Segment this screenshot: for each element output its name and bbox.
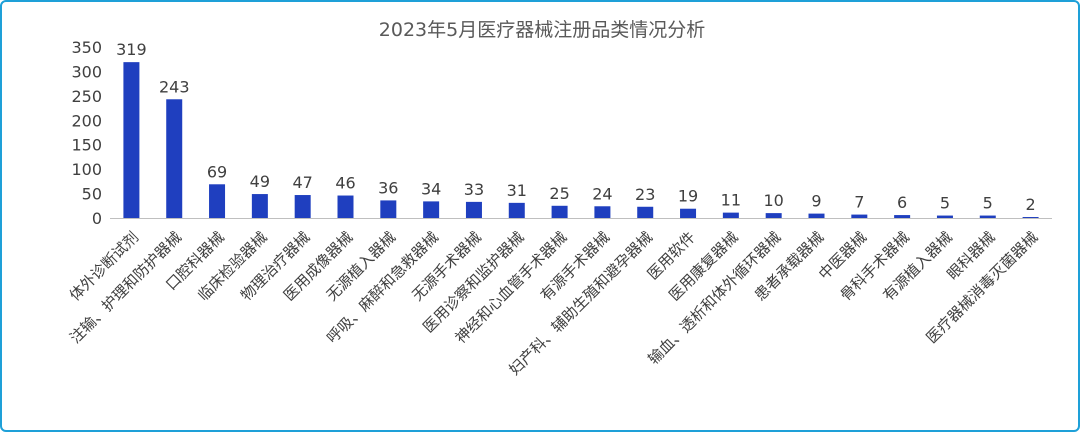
data-label: 31 (507, 181, 527, 200)
bar (979, 215, 996, 218)
data-label: 319 (116, 40, 147, 59)
bar (594, 206, 611, 218)
bar (936, 215, 953, 218)
bar (123, 62, 140, 218)
bar (465, 201, 482, 218)
data-label: 46 (335, 174, 355, 193)
data-label: 36 (378, 178, 398, 197)
bar (380, 200, 397, 218)
bar (722, 212, 739, 218)
data-label: 11 (721, 191, 741, 210)
data-label: 34 (421, 179, 441, 198)
y-tick-label: 200 (71, 111, 102, 130)
y-tick-label: 150 (71, 136, 102, 155)
data-labels: 319 243 69 49 47 46 36 34 33 31 25 24 23 19 11 10 9 7 6 5 5 2 (116, 40, 1036, 214)
bar (209, 184, 226, 218)
data-label: 49 (250, 172, 270, 191)
bar (166, 99, 183, 218)
data-label: 2 (1025, 195, 1035, 214)
data-label: 10 (764, 191, 784, 210)
bar (637, 206, 654, 218)
bar (508, 202, 525, 218)
data-label: 24 (592, 184, 612, 203)
y-tick-label: 250 (71, 87, 102, 106)
y-tick-label: 350 (71, 38, 102, 57)
bar (765, 213, 782, 218)
data-label: 47 (293, 173, 313, 192)
bar (1022, 217, 1039, 218)
data-label: 7 (854, 193, 864, 212)
bar (851, 214, 868, 218)
bar (808, 213, 825, 218)
bar (894, 215, 911, 218)
bar (680, 208, 697, 218)
chart-title: 2023年5月医疗器械注册品类情况分析 (379, 19, 705, 41)
bar (551, 205, 568, 218)
data-label: 69 (207, 162, 227, 181)
data-label: 19 (678, 187, 698, 206)
data-label: 243 (159, 77, 190, 96)
bar (337, 195, 354, 218)
y-tick-label: 100 (71, 160, 102, 179)
bars (123, 62, 1039, 218)
bar (423, 201, 440, 218)
data-label: 6 (897, 193, 907, 212)
y-tick-label: 50 (82, 185, 102, 204)
data-label: 5 (983, 194, 993, 213)
bar (251, 194, 268, 218)
data-label: 33 (464, 180, 484, 199)
category-labels: 体外诊断试剂注输、护理和防护器械口腔科器械临床检验器械物理治疗器械医用成像器械无… (66, 228, 1042, 379)
y-tick-label: 300 (71, 62, 102, 81)
data-label: 25 (549, 184, 569, 203)
bar (294, 195, 311, 218)
data-label: 5 (940, 194, 950, 213)
data-label: 9 (811, 192, 821, 211)
data-label: 23 (635, 185, 655, 204)
y-tick-label: 0 (92, 209, 102, 228)
y-axis: 0 50 100 150 200 250 300 350 (71, 38, 102, 228)
